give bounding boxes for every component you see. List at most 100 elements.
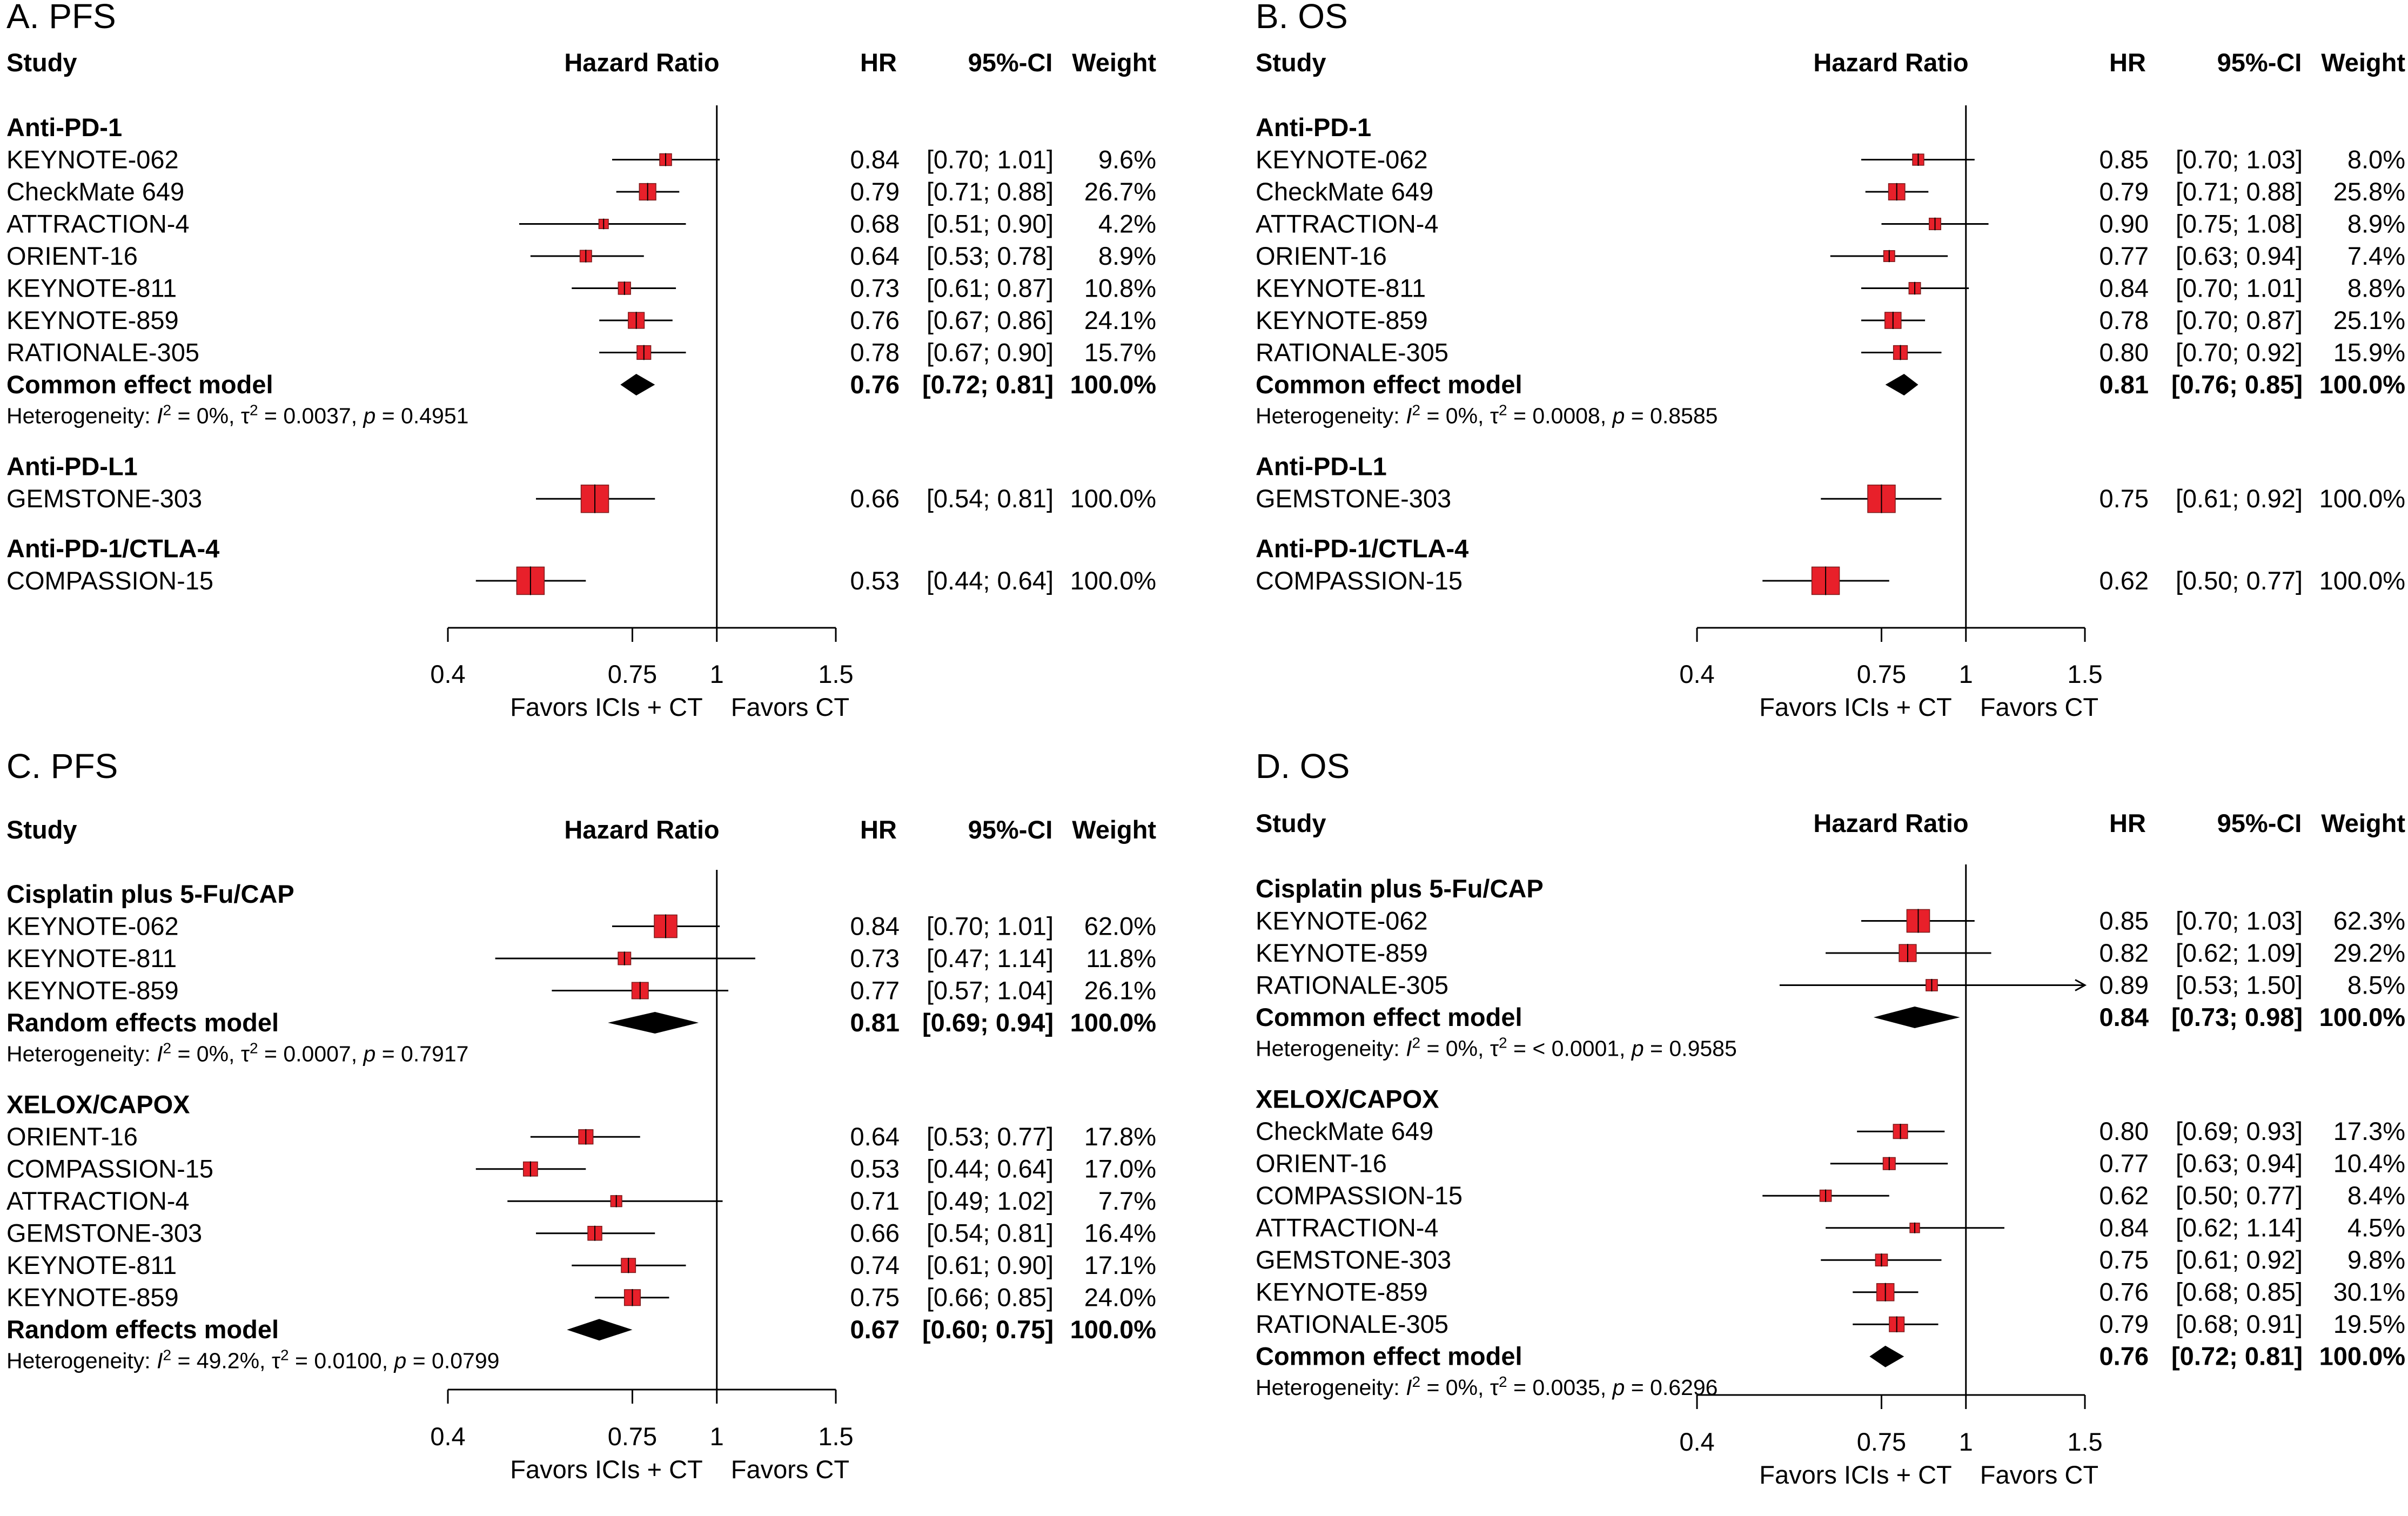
panel-4-pooled-label: Common effect model xyxy=(1256,1003,1522,1031)
panel-2-tick-label: 1.5 xyxy=(2067,660,2102,688)
panel-1-weight-value: 4.2% xyxy=(1098,210,1156,238)
panel-4-study-label: ORIENT-16 xyxy=(1256,1149,1387,1178)
panel-3-study-label: KEYNOTE-859 xyxy=(6,976,179,1005)
panel-3-pooled-hr: 0.67 xyxy=(850,1315,900,1344)
panel-3-pooled-diamond xyxy=(567,1319,633,1341)
panel-4-weight-value: 8.5% xyxy=(2347,971,2405,1000)
panel-1-favors-right: Favors CT xyxy=(731,693,849,721)
panel-3-ci-value: [0.53; 0.77] xyxy=(927,1122,1054,1151)
panel-1-hr-value: 0.64 xyxy=(850,242,900,270)
panel-1-weight-value: 9.6% xyxy=(1098,145,1156,174)
panel-4-hr-value: 0.75 xyxy=(2100,1245,2149,1274)
panel-1-pooled-weight: 100.0% xyxy=(1070,370,1156,399)
panel-3-pooled-ci: [0.69; 0.94] xyxy=(922,1008,1054,1037)
panel-1-header-hr: HR xyxy=(860,48,897,77)
panel-4-ci-value: [0.50; 0.77] xyxy=(2176,1181,2303,1210)
panel-2-pooled-ci: [0.76; 0.85] xyxy=(2171,370,2303,399)
panel-2-ci-value: [0.50; 0.77] xyxy=(2176,566,2303,595)
panel-1-weight-value: 26.7% xyxy=(1084,177,1156,206)
panel-3-ci-value: [0.47; 1.14] xyxy=(927,944,1054,972)
panel-4-ci-value: [0.53; 1.50] xyxy=(2176,971,2303,1000)
panel-2-study-label: KEYNOTE-062 xyxy=(1256,145,1428,174)
panel-2-header-weight: Weight xyxy=(2321,48,2405,77)
panel-4-tick-label: 1 xyxy=(1959,1427,1973,1456)
panel-3-hr-value: 0.71 xyxy=(850,1186,900,1215)
panel-2-weight-value: 100.0% xyxy=(2319,566,2405,595)
panel-4-study-label: GEMSTONE-303 xyxy=(1256,1245,1451,1274)
panel-4-study-label: KEYNOTE-859 xyxy=(1256,938,1428,967)
panel-1-group-label: Anti-PD-1/CTLA-4 xyxy=(6,534,219,562)
panel-2-tick-label: 0.4 xyxy=(1679,660,1714,688)
panel-2-header-study: Study xyxy=(1256,48,1326,77)
panel-4-weight-value: 30.1% xyxy=(2333,1278,2405,1306)
panel-3-ci-value: [0.49; 1.02] xyxy=(927,1186,1054,1215)
panel-1-study-label: CheckMate 649 xyxy=(6,177,184,206)
panel-4-heterogeneity: Heterogeneity: I2 = 0%, τ2 = < 0.0001, p… xyxy=(1256,1034,1737,1061)
panel-2-study-label: CheckMate 649 xyxy=(1256,177,1433,206)
panel-4-ci-value: [0.63; 0.94] xyxy=(2176,1149,2303,1178)
panel-2-favors-left: Favors ICIs + CT xyxy=(1759,693,1951,721)
panel-2-weight-value: 7.4% xyxy=(2347,242,2405,270)
panel-4-pooled-diamond xyxy=(1873,1007,1960,1028)
panel-1-study-label: ORIENT-16 xyxy=(6,242,138,270)
panel-3-tick-label: 0.4 xyxy=(430,1422,465,1451)
panel-1-group-label: Anti-PD-1 xyxy=(6,113,122,142)
panel-4-pooled-hr: 0.84 xyxy=(2100,1003,2149,1031)
panel-4-pooled-label: Common effect model xyxy=(1256,1342,1522,1371)
panel-2-hr-value: 0.85 xyxy=(2100,145,2149,174)
panel-2-study-label: GEMSTONE-303 xyxy=(1256,484,1451,513)
panel-1-hr-value: 0.73 xyxy=(850,274,900,303)
panel-1-header-weight: Weight xyxy=(1072,48,1156,77)
panel-2-pooled-diamond xyxy=(1885,374,1919,395)
panel-1-ci-value: [0.70; 1.01] xyxy=(927,145,1054,174)
panel-4-pooled-weight: 100.0% xyxy=(2319,1342,2405,1371)
panel-2-header-hazard-ratio: Hazard Ratio xyxy=(1813,48,1968,77)
panel-4-weight-value: 19.5% xyxy=(2333,1310,2405,1338)
panel-4-pooled-ci: [0.73; 0.98] xyxy=(2171,1003,2303,1031)
panel-3-favors-right: Favors CT xyxy=(731,1455,849,1484)
panel-2-hr-value: 0.90 xyxy=(2100,210,2149,238)
panel-3-pooled-weight: 100.0% xyxy=(1070,1008,1156,1037)
panel-3-tick-label: 1 xyxy=(710,1422,724,1451)
panel-2-weight-value: 25.1% xyxy=(2333,306,2405,334)
panel-3-header-hazard-ratio: Hazard Ratio xyxy=(564,815,719,844)
panel-3-ci-value: [0.66; 0.85] xyxy=(927,1283,1054,1312)
panel-1-tick-label: 0.4 xyxy=(430,660,465,688)
panel-3-study-label: KEYNOTE-811 xyxy=(6,944,177,972)
panel-4-ci-arrow xyxy=(2075,979,2087,991)
panel-3-weight-value: 17.1% xyxy=(1084,1251,1156,1279)
panel-3-hr-value: 0.53 xyxy=(850,1155,900,1183)
panel-2-header-ci: 95%-CI xyxy=(2217,48,2302,77)
panel-2-hr-value: 0.80 xyxy=(2100,338,2149,367)
panel-4-ci-value: [0.68; 0.85] xyxy=(2176,1278,2303,1306)
panel-1-study-label: KEYNOTE-859 xyxy=(6,306,179,334)
panel-1-hr-value: 0.84 xyxy=(850,145,900,174)
panel-1-ci-value: [0.61; 0.87] xyxy=(927,274,1054,303)
panel-4-hr-value: 0.85 xyxy=(2100,907,2149,935)
panel-2-weight-value: 15.9% xyxy=(2333,338,2405,367)
panel-1-heterogeneity: Heterogeneity: I2 = 0%, τ2 = 0.0037, p =… xyxy=(6,401,468,428)
panel-1-hr-value: 0.53 xyxy=(850,566,900,595)
panel-1-ci-value: [0.67; 0.86] xyxy=(927,306,1054,334)
panel-2-pooled-label: Common effect model xyxy=(1256,370,1522,399)
panel-3-hr-value: 0.75 xyxy=(850,1283,900,1312)
panel-3-weight-value: 62.0% xyxy=(1084,912,1156,941)
panel-4-study-label: COMPASSION-15 xyxy=(1256,1181,1463,1210)
panel-1-pooled-diamond xyxy=(620,374,655,395)
panel-4-study-label: ATTRACTION-4 xyxy=(1256,1213,1439,1242)
panel-2-tick-label: 0.75 xyxy=(1857,660,1906,688)
panel-3-hr-value: 0.73 xyxy=(850,944,900,972)
panel-1-study-label: KEYNOTE-811 xyxy=(6,274,177,303)
panel-3-ci-value: [0.57; 1.04] xyxy=(927,976,1054,1005)
panel-4-pooled-diamond xyxy=(1869,1345,1904,1367)
panel-4-study-label: CheckMate 649 xyxy=(1256,1117,1433,1145)
panel-3-hr-value: 0.66 xyxy=(850,1219,900,1247)
panel-4-favors-right: Favors CT xyxy=(1980,1460,2098,1489)
panel-1-hr-value: 0.76 xyxy=(850,306,900,334)
panel-2-hr-value: 0.84 xyxy=(2100,274,2149,303)
panel-4-pooled-ci: [0.72; 0.81] xyxy=(2171,1342,2303,1371)
panel-4-hr-value: 0.89 xyxy=(2100,971,2149,1000)
panel-2-weight-value: 25.8% xyxy=(2333,177,2405,206)
panel-3-weight-value: 17.0% xyxy=(1084,1155,1156,1183)
panel-3-study-label: ORIENT-16 xyxy=(6,1122,138,1151)
